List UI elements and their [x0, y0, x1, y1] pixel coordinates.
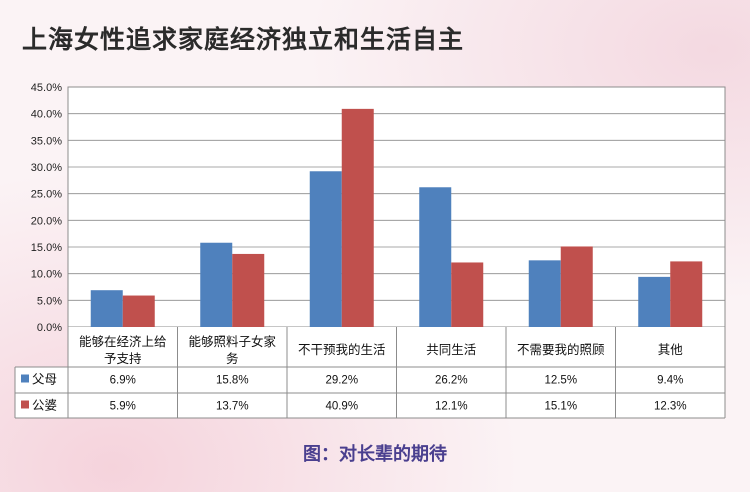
bar-父母	[419, 187, 452, 327]
bar-公婆	[451, 262, 484, 327]
bar-公婆	[122, 295, 155, 327]
data-label: 15.8%	[216, 375, 249, 387]
bar-父母	[528, 260, 561, 327]
category-label: 共同生活	[426, 342, 476, 357]
data-label: 5.9%	[110, 401, 136, 413]
bars	[90, 108, 703, 327]
bar-公婆	[560, 246, 593, 327]
data-label: 15.1%	[544, 401, 577, 413]
legend-label: 公婆	[32, 398, 57, 413]
bar-父母	[90, 290, 123, 327]
y-tick-label: 5.0%	[37, 295, 62, 307]
category-label: 能够照料子女家	[188, 334, 276, 349]
data-label: 40.9%	[325, 401, 358, 413]
bar-公婆	[670, 261, 703, 327]
data-label: 12.1%	[435, 401, 468, 413]
y-tick-label: 45.0%	[31, 82, 62, 94]
category-label: 能够在经济上给	[79, 334, 167, 349]
data-label: 9.4%	[657, 375, 683, 387]
category-label: 务	[226, 351, 239, 366]
figure-caption: 图：对长辈的期待	[303, 444, 447, 465]
y-tick-label: 35.0%	[31, 135, 62, 147]
bar-父母	[200, 242, 233, 327]
category-label: 不需要我的照顾	[517, 342, 605, 357]
legend-label: 父母	[32, 372, 57, 387]
y-tick-label: 20.0%	[31, 215, 62, 227]
y-tick-label: 0.0%	[37, 322, 62, 334]
y-axis-ticks: 0.0% 5.0% 10.0% 15.0% 20.0% 25.0% 30.0% 35.0% 40…	[31, 82, 62, 334]
bar-父母	[638, 276, 671, 327]
category-label: 不干预我的生活	[298, 342, 386, 357]
legend-key-父母	[21, 374, 29, 383]
y-tick-label: 15.0%	[31, 242, 62, 254]
gridlines	[67, 86, 726, 328]
bar-公婆	[232, 253, 265, 327]
bar-公婆	[341, 108, 374, 327]
bar-父母	[309, 171, 342, 327]
category-label: 予支持	[104, 351, 142, 366]
y-tick-label: 10.0%	[31, 269, 62, 281]
legend-key-公婆	[21, 400, 29, 409]
data-label: 6.9%	[110, 375, 136, 387]
category-label: 其他	[658, 342, 684, 357]
data-label: 12.3%	[654, 401, 687, 413]
chart-title: 上海女性追求家庭经济独立和生活自主	[22, 25, 465, 54]
y-tick-label: 30.0%	[31, 162, 62, 174]
plot-area	[67, 86, 726, 328]
data-label: 13.7%	[216, 401, 249, 413]
data-label: 12.5%	[544, 375, 577, 387]
y-tick-label: 40.0%	[31, 109, 62, 121]
data-label: 29.2%	[325, 375, 358, 387]
data-label: 26.2%	[435, 375, 468, 387]
y-tick-label: 25.0%	[31, 189, 62, 201]
